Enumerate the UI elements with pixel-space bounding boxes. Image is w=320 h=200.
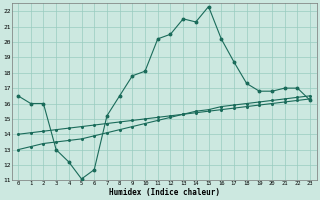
X-axis label: Humidex (Indice chaleur): Humidex (Indice chaleur) (108, 188, 220, 197)
